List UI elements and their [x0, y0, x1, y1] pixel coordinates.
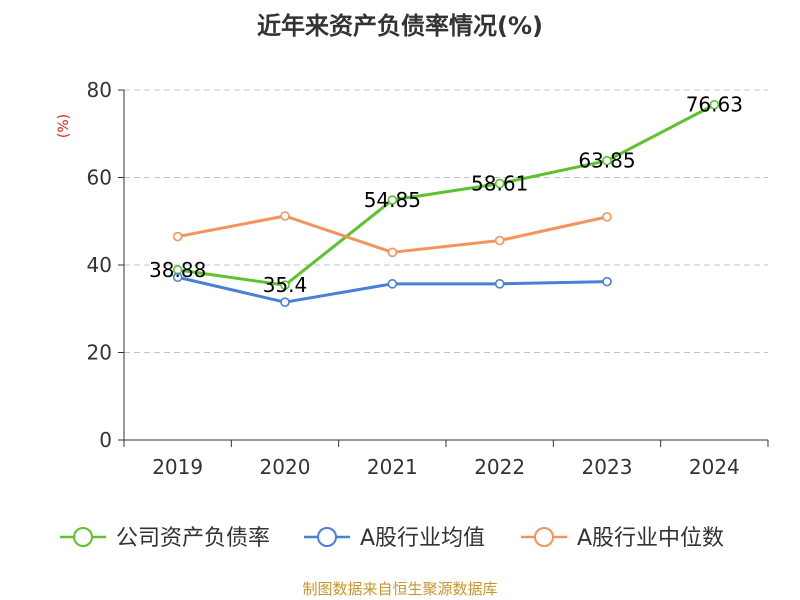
- legend-label: A股行业中位数: [577, 526, 724, 551]
- data-point[interactable]: [494, 178, 505, 189]
- data-point[interactable]: [602, 276, 612, 287]
- chart-title: 近年来资产负债率情况(%): [257, 12, 543, 40]
- series-line-0: [176, 103, 716, 287]
- data-labels: 38.88 35.4 54.85 58.61 63.85 76.63: [149, 93, 743, 297]
- data-point[interactable]: [494, 279, 505, 289]
- data-point[interactable]: [172, 231, 183, 242]
- series-line-2: [176, 214, 609, 254]
- y-tick-label: 0: [99, 428, 112, 452]
- data-point[interactable]: [602, 212, 612, 222]
- source-note: 制图数据来自恒生聚源数据库: [302, 580, 497, 598]
- data-point[interactable]: [387, 195, 398, 205]
- data-point[interactable]: [602, 155, 612, 166]
- data-point[interactable]: [280, 280, 290, 290]
- data-label: 38.88: [149, 258, 206, 282]
- data-point[interactable]: [709, 99, 720, 110]
- y-tick-label: 60: [87, 166, 112, 190]
- data-label: 58.61: [471, 172, 528, 196]
- data-point[interactable]: [280, 297, 290, 307]
- legend[interactable]: 公司资产负债率 A股行业均值 A股行业中位数: [60, 526, 724, 551]
- x-tick-label: 2020: [260, 455, 311, 479]
- data-point[interactable]: [172, 272, 183, 283]
- y-tick-label: 80: [87, 78, 112, 102]
- y-tick-label: 20: [87, 341, 112, 365]
- legend-swatch-marker: [73, 527, 93, 547]
- x-tick-label: 2019: [152, 455, 203, 479]
- data-label: 35.4: [263, 273, 308, 297]
- y-axis-unit: (%): [56, 114, 72, 138]
- data-label: 54.85: [364, 188, 421, 212]
- axes: 0 20 40 60 80 2019 2020 2021 2022 2023 2024: [87, 78, 769, 479]
- x-tick-label: 2021: [367, 455, 418, 479]
- y-tick-label: 40: [87, 253, 112, 277]
- data-point[interactable]: [494, 235, 505, 246]
- x-tick-label: 2023: [582, 455, 633, 479]
- series-lines: [172, 99, 720, 307]
- data-label: 63.85: [578, 149, 635, 173]
- x-tick-label: 2024: [689, 455, 740, 479]
- legend-item[interactable]: 公司资产负债率: [60, 526, 270, 551]
- legend-label: 公司资产负债率: [116, 526, 270, 551]
- data-point[interactable]: [387, 247, 398, 258]
- legend-label: A股行业均值: [360, 526, 485, 551]
- grid: [124, 89, 768, 353]
- data-point[interactable]: [280, 211, 290, 221]
- legend-swatch-marker: [534, 527, 554, 547]
- legend-item[interactable]: A股行业均值: [304, 526, 485, 551]
- legend-swatch-marker: [317, 527, 337, 547]
- data-label: 76.63: [686, 93, 743, 117]
- data-point[interactable]: [387, 279, 398, 289]
- legend-item[interactable]: A股行业中位数: [521, 526, 724, 551]
- x-tick-label: 2022: [474, 455, 525, 479]
